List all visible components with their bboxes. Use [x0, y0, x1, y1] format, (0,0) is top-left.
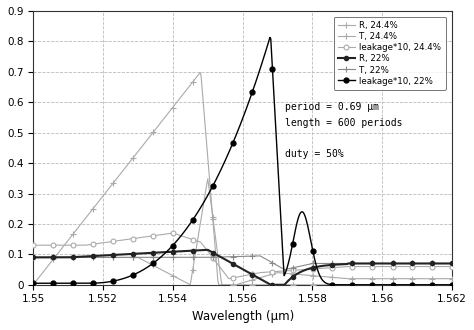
leakage*10, 22% [281, 262, 286, 266]
Line: leakage*10, 24.4%: leakage*10, 24.4% [31, 231, 455, 281]
T, 22% [257, 254, 263, 258]
leakage*10, 24.4% [449, 265, 455, 269]
T, 24.4% [259, 275, 264, 279]
leakage*10, 22% [375, 283, 381, 287]
R, 24.4% [374, 283, 380, 287]
Line: T, 22%: T, 22% [30, 253, 455, 273]
T, 24.4% [219, 283, 225, 287]
R, 22% [230, 262, 236, 266]
R, 24.4% [281, 283, 286, 287]
R, 22% [441, 261, 447, 265]
leakage*10, 22% [449, 283, 455, 287]
Line: R, 22%: R, 22% [31, 248, 454, 287]
T, 22% [441, 261, 447, 265]
R, 24.4% [197, 71, 203, 75]
Line: leakage*10, 22%: leakage*10, 22% [31, 35, 455, 287]
T, 24.4% [234, 282, 239, 286]
leakage*10, 22% [345, 283, 351, 287]
T, 22% [281, 267, 286, 271]
leakage*10, 24.4% [441, 265, 447, 269]
leakage*10, 24.4% [234, 275, 239, 279]
T, 22% [258, 254, 264, 258]
T, 24.4% [375, 277, 381, 281]
R, 24.4% [233, 283, 238, 287]
Text: period = 0.69 μm
length = 600 periods

duty = 50%: period = 0.69 μm length = 600 periods du… [284, 102, 402, 159]
leakage*10, 24.4% [30, 243, 36, 247]
R, 22% [258, 277, 264, 281]
T, 24.4% [449, 277, 455, 281]
T, 22% [449, 261, 455, 265]
R, 22% [375, 261, 381, 265]
T, 22% [229, 255, 235, 259]
R, 22% [449, 261, 455, 265]
T, 24.4% [441, 277, 447, 281]
leakage*10, 22% [267, 35, 273, 39]
leakage*10, 22% [257, 68, 263, 72]
T, 24.4% [30, 255, 36, 259]
R, 24.4% [449, 283, 455, 287]
R, 22% [268, 283, 273, 287]
T, 22% [232, 255, 237, 259]
T, 24.4% [205, 177, 210, 181]
leakage*10, 22% [441, 283, 447, 287]
X-axis label: Wavelength (μm): Wavelength (μm) [191, 310, 294, 323]
R, 24.4% [30, 283, 36, 287]
Legend: R, 24.4%, T, 24.4%, leakage*10, 24.4%, R, 22%, T, 22%, leakage*10, 22%: R, 24.4%, T, 24.4%, leakage*10, 24.4%, R… [334, 16, 446, 90]
leakage*10, 22% [232, 137, 237, 141]
leakage*10, 22% [30, 281, 36, 285]
T, 22% [375, 261, 381, 265]
R, 22% [233, 263, 238, 267]
R, 24.4% [230, 283, 236, 287]
leakage*10, 24.4% [259, 271, 264, 275]
R, 24.4% [258, 283, 264, 287]
leakage*10, 22% [229, 143, 235, 147]
T, 24.4% [231, 283, 237, 287]
Line: T, 24.4%: T, 24.4% [30, 176, 455, 288]
leakage*10, 24.4% [282, 269, 287, 273]
T, 22% [30, 255, 36, 259]
Line: R, 24.4%: R, 24.4% [30, 69, 455, 288]
R, 24.4% [440, 283, 446, 287]
R, 22% [30, 255, 36, 259]
leakage*10, 24.4% [170, 231, 175, 235]
R, 22% [282, 283, 287, 287]
T, 24.4% [282, 271, 287, 275]
R, 22% [205, 248, 210, 252]
T, 22% [282, 268, 288, 272]
leakage*10, 24.4% [231, 276, 237, 280]
leakage*10, 24.4% [226, 277, 232, 280]
leakage*10, 24.4% [375, 265, 381, 269]
